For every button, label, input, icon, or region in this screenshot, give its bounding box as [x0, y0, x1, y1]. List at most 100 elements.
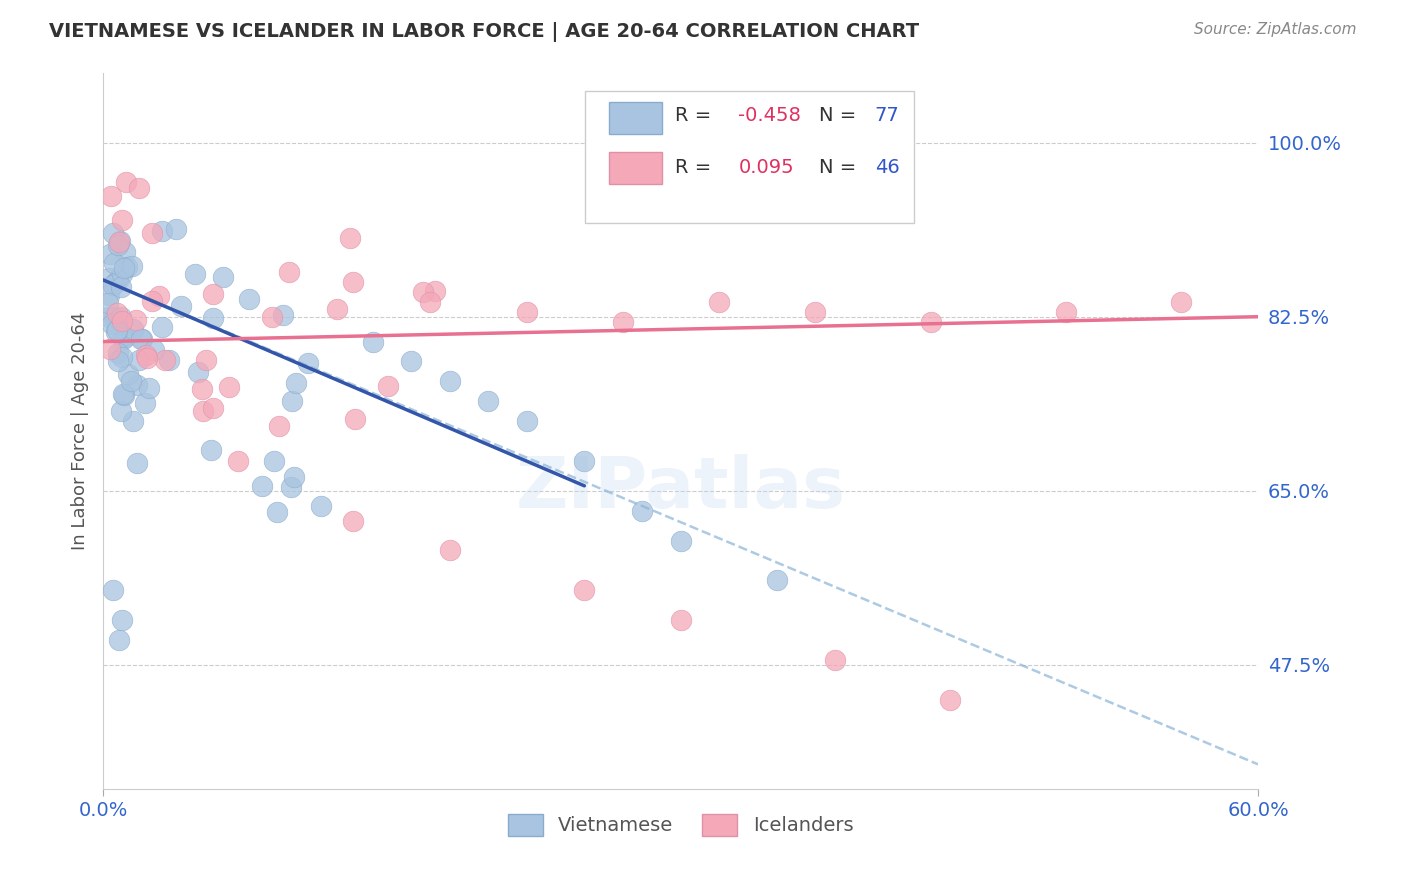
Point: [141, 226, 163, 240]
Point: [101, 278, 124, 293]
Point: [439, 543, 461, 558]
Point: [120, 374, 142, 388]
Point: [184, 267, 207, 281]
Point: [326, 301, 349, 316]
Point: [297, 356, 319, 370]
Text: VIETNAMESE VS ICELANDER IN LABOR FORCE | AGE 20-64 CORRELATION CHART: VIETNAMESE VS ICELANDER IN LABOR FORCE |…: [49, 22, 920, 42]
Point: [193, 404, 215, 418]
Text: 0.095: 0.095: [738, 158, 794, 177]
Point: [111, 213, 134, 227]
Point: [107, 354, 129, 368]
Point: [344, 412, 367, 426]
Point: [920, 315, 942, 329]
Point: [1170, 294, 1192, 309]
Text: N =: N =: [820, 158, 863, 177]
Point: [377, 378, 399, 392]
Point: [129, 332, 152, 346]
Point: [110, 310, 132, 325]
Point: [104, 276, 127, 290]
Point: [191, 382, 214, 396]
Text: 46: 46: [875, 158, 900, 177]
Point: [202, 401, 225, 415]
Point: [111, 350, 134, 364]
Point: [103, 310, 125, 325]
Point: [105, 322, 128, 336]
Point: [707, 294, 730, 309]
Point: [115, 175, 138, 189]
Point: [111, 387, 134, 401]
Point: [97, 296, 120, 310]
Point: [157, 352, 180, 367]
Point: [117, 368, 139, 382]
Point: [824, 653, 846, 667]
Point: [669, 613, 692, 627]
Point: [111, 332, 134, 346]
Text: R =: R =: [675, 106, 717, 126]
Point: [104, 325, 127, 339]
Text: Source: ZipAtlas.com: Source: ZipAtlas.com: [1194, 22, 1357, 37]
Point: [148, 289, 170, 303]
Point: [125, 378, 148, 392]
Point: [112, 329, 135, 343]
Point: [612, 315, 634, 329]
Point: [115, 260, 138, 274]
Point: [98, 342, 121, 356]
Point: [766, 574, 789, 588]
Point: [278, 265, 301, 279]
Point: [105, 306, 128, 320]
Point: [97, 271, 120, 285]
Point: [135, 348, 157, 362]
Point: [122, 414, 145, 428]
Point: [201, 311, 224, 326]
Point: [266, 505, 288, 519]
Point: [136, 351, 159, 365]
Point: [412, 285, 434, 300]
Point: [141, 294, 163, 309]
FancyBboxPatch shape: [609, 153, 662, 184]
Point: [195, 352, 218, 367]
Point: [125, 456, 148, 470]
Point: [101, 583, 124, 598]
Point: [574, 583, 596, 598]
Point: [107, 346, 129, 360]
Point: [631, 504, 654, 518]
Point: [170, 299, 193, 313]
Point: [283, 470, 305, 484]
Point: [112, 261, 135, 276]
Point: [97, 310, 120, 324]
Point: [939, 692, 962, 706]
Text: R =: R =: [675, 158, 717, 177]
Point: [516, 414, 538, 428]
Point: [250, 479, 273, 493]
Point: [107, 273, 129, 287]
Point: [273, 308, 295, 322]
Point: [281, 393, 304, 408]
Point: [516, 304, 538, 318]
Point: [114, 330, 136, 344]
FancyBboxPatch shape: [585, 91, 914, 223]
Point: [101, 318, 124, 332]
Point: [423, 284, 446, 298]
Point: [110, 280, 132, 294]
Point: [112, 388, 135, 402]
Point: [669, 533, 692, 548]
Point: [111, 314, 134, 328]
Point: [110, 267, 132, 281]
Point: [361, 334, 384, 349]
Point: [165, 222, 187, 236]
FancyBboxPatch shape: [609, 103, 662, 134]
Point: [399, 354, 422, 368]
Point: [131, 332, 153, 346]
Point: [238, 292, 260, 306]
Point: [114, 245, 136, 260]
Legend: Vietnamese, Icelanders: Vietnamese, Icelanders: [499, 806, 862, 844]
Point: [101, 226, 124, 240]
Point: [128, 181, 150, 195]
Point: [269, 419, 291, 434]
Point: [439, 375, 461, 389]
Y-axis label: In Labor Force | Age 20-64: In Labor Force | Age 20-64: [72, 312, 89, 550]
Point: [107, 237, 129, 252]
Point: [97, 288, 120, 302]
Point: [153, 352, 176, 367]
Point: [212, 270, 235, 285]
